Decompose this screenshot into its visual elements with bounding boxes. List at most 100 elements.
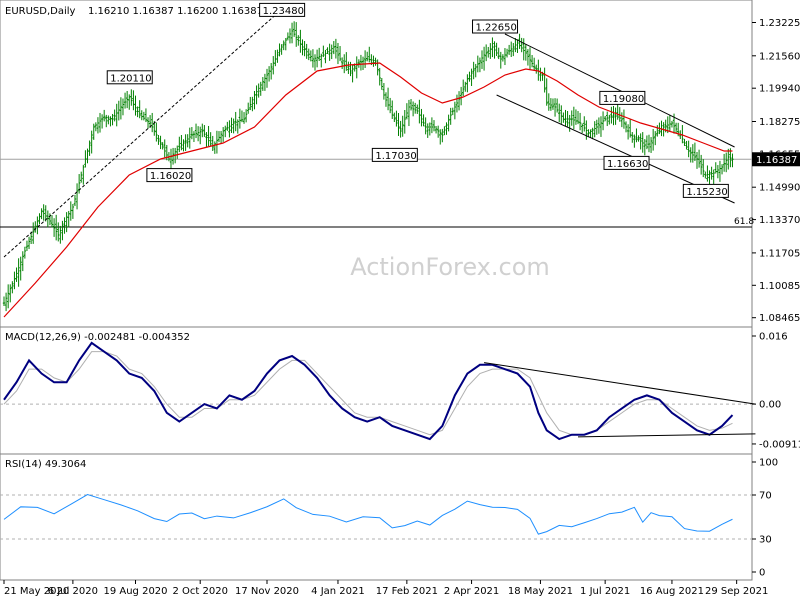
rsi-line — [3, 494, 733, 535]
candle — [397, 112, 400, 136]
candle — [468, 71, 471, 82]
candle — [685, 140, 688, 150]
candle — [119, 97, 123, 120]
candle — [330, 44, 333, 60]
candle — [589, 129, 592, 138]
candle — [155, 122, 158, 142]
rsi-ytick-label: 100 — [759, 458, 778, 469]
candle — [583, 116, 586, 132]
candle — [207, 125, 210, 147]
candle — [368, 46, 371, 63]
candle — [553, 98, 557, 117]
candle — [230, 117, 233, 133]
candle — [11, 281, 14, 294]
candle — [365, 51, 369, 62]
candle — [391, 100, 394, 119]
candle — [532, 57, 536, 71]
candle — [355, 56, 358, 79]
candle — [466, 74, 469, 93]
candle — [407, 99, 411, 127]
candle — [580, 123, 584, 134]
x-tick-label: 6 Jul 2020 — [48, 586, 98, 597]
candle — [359, 54, 363, 71]
candle — [315, 49, 319, 68]
candle — [388, 97, 392, 114]
candle — [94, 122, 98, 132]
candle — [472, 61, 475, 80]
macd-title: MACD(12,26,9) -0.002481 -0.004352 — [5, 332, 190, 343]
candle — [384, 92, 388, 107]
candle — [516, 39, 519, 53]
candle — [716, 165, 720, 179]
candle — [4, 292, 8, 312]
candle — [59, 225, 62, 244]
price-ytick-label: 1.10085 — [759, 281, 800, 292]
watermark: ActionForex.com — [350, 253, 550, 281]
moving-average-line — [3, 62, 733, 318]
candle — [568, 114, 571, 132]
candle — [201, 123, 204, 138]
price-annotation: 1.16020 — [146, 168, 193, 183]
candle — [714, 162, 717, 174]
fib-level-label: 61.8 — [734, 217, 754, 227]
candle — [90, 130, 93, 154]
candle — [530, 55, 534, 68]
candle — [374, 57, 377, 66]
candle — [628, 119, 632, 138]
candle — [424, 117, 427, 135]
price-ytick-label: 1.19940 — [759, 84, 800, 95]
candle — [462, 79, 465, 97]
candle — [92, 123, 95, 140]
x-tick-label: 17 Feb 2021 — [376, 586, 438, 597]
candle — [52, 218, 56, 237]
candle — [6, 284, 10, 309]
candle — [654, 131, 657, 146]
candle — [340, 57, 344, 70]
candle — [98, 112, 102, 133]
candle — [157, 135, 160, 145]
candle — [503, 48, 507, 66]
candle — [474, 63, 477, 78]
candle — [130, 89, 133, 106]
candle — [603, 115, 607, 122]
candle — [219, 130, 223, 144]
candle — [543, 67, 546, 93]
price-annotation-label: 1.22650 — [476, 23, 517, 34]
candle — [395, 110, 398, 127]
candle — [178, 136, 181, 153]
candle — [261, 77, 265, 91]
candle — [558, 103, 561, 123]
candle — [324, 49, 327, 64]
candle — [535, 64, 538, 74]
candle — [224, 125, 227, 138]
candle — [67, 210, 70, 228]
candle — [497, 47, 500, 60]
candle — [725, 152, 728, 173]
candle — [102, 109, 106, 122]
candle — [259, 81, 262, 96]
candle — [689, 147, 692, 163]
candle — [217, 131, 221, 143]
candle — [731, 153, 734, 168]
price-annotation: 1.23480 — [259, 2, 306, 17]
candle — [257, 83, 260, 98]
candle — [228, 120, 231, 138]
candle — [182, 139, 185, 152]
candle — [484, 44, 488, 62]
candle — [105, 114, 108, 128]
candle — [317, 47, 321, 61]
candle — [432, 120, 436, 132]
candle — [702, 159, 705, 178]
candle — [107, 115, 110, 125]
candle — [416, 104, 419, 114]
candle — [526, 49, 530, 66]
candle — [146, 117, 150, 129]
candle — [459, 86, 463, 106]
candle — [524, 44, 528, 61]
candle — [328, 43, 331, 61]
price-annotation: 1.16630 — [603, 155, 650, 170]
candle — [190, 127, 194, 140]
candle — [382, 83, 386, 100]
candle — [272, 56, 275, 75]
candle — [286, 32, 290, 41]
